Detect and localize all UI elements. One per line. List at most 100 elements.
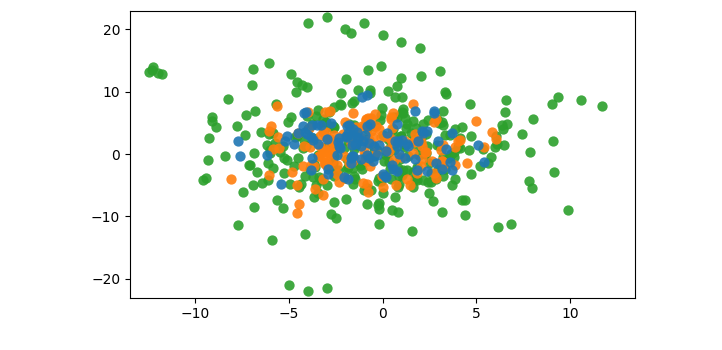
Point [152,70,164,76]
Point [335,102,347,108]
Point [430,160,441,166]
Point [386,125,397,131]
Point [305,134,317,140]
Point [385,116,396,121]
Point [234,154,245,159]
Point [421,143,432,149]
Point [368,153,380,159]
Point [380,152,392,158]
Point [479,160,490,165]
Point [516,131,528,136]
Point [399,138,410,144]
Point [376,173,388,179]
Point [348,146,360,151]
Point [358,148,370,154]
Point [396,172,408,177]
Point [240,132,251,138]
Point [317,116,329,122]
Point [274,149,286,155]
Point [307,136,318,142]
Point [301,114,313,119]
Point [378,184,389,190]
Point [334,135,345,140]
Point [422,168,433,174]
Point [389,140,401,146]
Point [333,140,344,145]
Point [334,145,346,151]
Point [454,135,466,141]
Point [523,178,535,184]
Point [299,231,310,237]
Point [389,94,401,100]
Point [355,134,366,140]
Point [348,141,360,146]
Point [392,139,404,144]
Point [500,109,511,115]
Point [466,133,477,138]
Point [304,144,316,149]
Point [383,148,395,154]
Point [269,141,281,146]
Point [386,207,397,213]
Point [396,133,407,139]
Point [423,161,435,166]
Point [352,135,364,141]
Point [323,150,334,156]
Point [384,136,396,142]
Point [361,126,373,131]
Point [412,138,424,144]
Point [244,162,256,168]
Point [430,175,442,181]
Point [302,20,313,26]
Point [362,67,374,73]
Point [373,206,385,211]
Point [386,162,398,168]
Point [373,126,385,132]
Point [436,209,448,214]
Point [331,162,343,167]
Point [409,139,420,145]
Point [304,167,316,172]
Point [310,122,322,128]
Point [222,96,234,102]
Point [440,91,452,97]
Point [596,103,608,108]
Point [361,202,373,207]
Point [329,104,340,110]
Point [347,182,359,187]
Point [197,177,209,183]
Point [147,67,158,72]
Point [326,163,338,168]
Point [456,124,468,130]
Point [446,167,458,173]
Point [308,137,319,142]
Point [308,175,319,180]
Point [446,182,458,188]
Point [395,75,406,80]
Point [371,152,383,158]
Point [320,129,331,135]
Point [319,147,331,153]
Point [387,131,399,136]
Point [328,125,339,130]
Point [271,197,283,202]
Point [283,282,295,288]
Point [439,132,451,138]
Point [398,110,409,116]
Point [417,128,428,134]
Point [412,164,423,170]
Point [320,162,331,168]
Point [350,142,362,148]
Point [340,197,352,202]
Point [367,134,379,140]
Point [461,160,473,165]
Point [339,153,350,159]
Point [548,169,560,175]
Point [339,119,350,125]
Point [375,117,386,122]
Point [321,285,332,291]
Point [318,176,329,182]
Point [324,140,336,146]
Point [344,160,355,166]
Point [411,143,422,149]
